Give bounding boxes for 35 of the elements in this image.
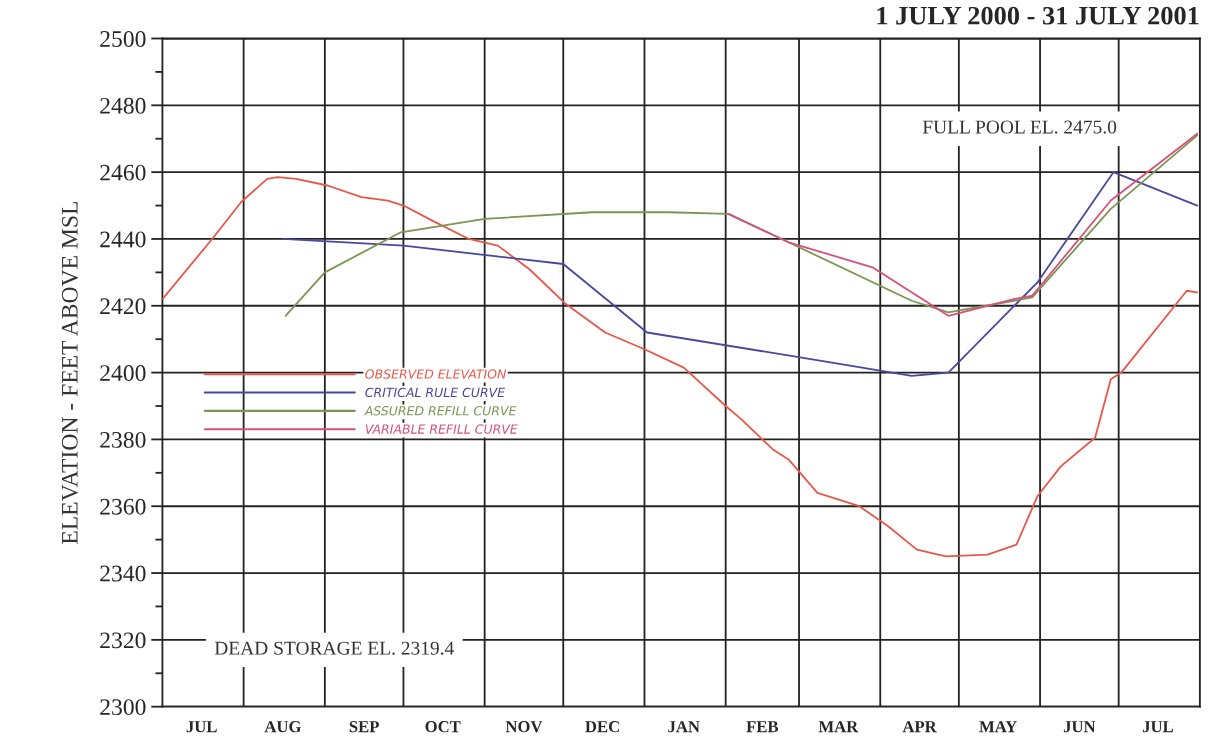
y-tick-label: 2480 (100, 97, 146, 114)
x-tick-label: MAY (979, 721, 1017, 733)
x-tick-label: JUN (1063, 721, 1096, 733)
y-tick-label: 2400 (100, 365, 146, 382)
y-tick-label: 2340 (100, 565, 146, 582)
y-tick-label: 2440 (100, 231, 146, 248)
y-axis-title: ELEVATION - FEET ABOVE MSL (61, 201, 78, 544)
line-series (282, 171, 1199, 377)
text: CRITICAL RULE CURVE (365, 387, 506, 398)
text: VARIABLE REFILL CURVE (365, 424, 518, 434)
y-tick-label: 2500 (100, 31, 146, 47)
x-tick-label: NOV (505, 721, 543, 733)
y-tick-label: 2300 (100, 699, 146, 716)
annotation: FULL POOL EL. 2475.0 (922, 120, 1117, 134)
y-tick-label: 2420 (100, 298, 146, 315)
y-tick-label: 2460 (100, 164, 146, 181)
text: OBSERVED ELEVATION (365, 369, 507, 379)
y-tick-label: 2380 (100, 431, 146, 448)
text: ASSURED REFILL CURVE (364, 406, 517, 416)
x-tick-label: OCT (425, 721, 461, 733)
y-tick-label: 2360 (100, 498, 146, 515)
x-tick-label: FEB (746, 721, 779, 733)
x-tick-label: JAN (668, 721, 700, 733)
x-tick-label: JUL (1142, 721, 1173, 733)
x-tick-label: APR (902, 721, 937, 733)
line-series (284, 134, 1199, 317)
y-tick-label: 2320 (100, 632, 146, 649)
annotation: DEAD STORAGE EL. 2319.4 (214, 641, 454, 655)
x-tick-label: JUL (186, 721, 217, 733)
x-tick-label: AUG (264, 721, 301, 733)
chart-title: 1 JULY 2000 - 31 JULY 2001 (877, 6, 1199, 25)
line-series (727, 132, 1199, 317)
x-tick-label: SEP (349, 721, 379, 733)
x-tick-label: DEC (585, 721, 619, 733)
x-tick-label: MAR (818, 721, 859, 733)
